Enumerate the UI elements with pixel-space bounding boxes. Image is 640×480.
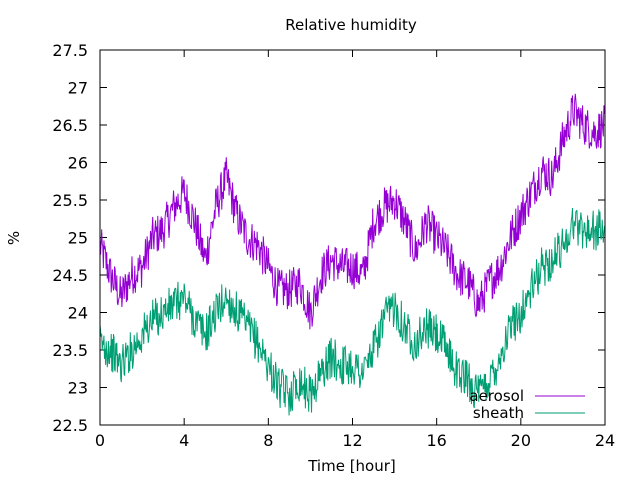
y-tick-label: 23	[68, 379, 88, 398]
y-tick-label: 24	[68, 304, 88, 323]
y-tick-label: 25.5	[52, 191, 88, 210]
legend-label-sheath: sheath	[473, 404, 524, 422]
x-tick-label: 0	[95, 431, 105, 450]
y-tick-label: 22.5	[52, 416, 88, 435]
y-axis: 22.5 23 23.5 24 24.5 25 25.5 26 26.5 27 27.5	[52, 41, 605, 435]
x-tick-label: 4	[179, 431, 189, 450]
plot-area	[99, 93, 606, 416]
x-tick-label: 24	[595, 431, 615, 450]
x-axis-label: Time [hour]	[307, 457, 396, 475]
y-tick-label: 27.5	[52, 41, 88, 60]
y-tick-label: 24.5	[52, 266, 88, 285]
y-tick-label: 27	[68, 79, 88, 98]
y-tick-label: 26.5	[52, 116, 88, 135]
y-axis-label: %	[5, 231, 23, 245]
series-line-sheath	[99, 207, 606, 416]
legend-label-aerosol: aerosol	[469, 387, 524, 405]
x-tick-label: 16	[426, 431, 446, 450]
x-tick-label: 12	[342, 431, 362, 450]
series-line-aerosol	[99, 93, 606, 330]
y-tick-label: 25	[68, 229, 88, 248]
chart-title: Relative humidity	[285, 16, 417, 34]
x-axis: 0 4 8 12 16 20 24	[95, 50, 615, 450]
y-tick-label: 23.5	[52, 341, 88, 360]
y-tick-label: 26	[68, 154, 88, 173]
x-tick-label: 20	[511, 431, 531, 450]
x-tick-label: 8	[263, 431, 273, 450]
plot-frame	[99, 49, 606, 426]
